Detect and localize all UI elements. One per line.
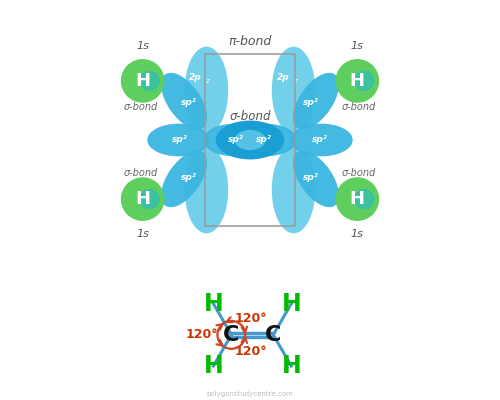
Text: 1s: 1s xyxy=(351,41,364,51)
Text: H: H xyxy=(350,190,365,208)
Circle shape xyxy=(122,60,164,102)
Ellipse shape xyxy=(272,47,316,134)
Text: sp²: sp² xyxy=(182,173,198,182)
Ellipse shape xyxy=(148,124,210,156)
Circle shape xyxy=(122,178,164,220)
Ellipse shape xyxy=(293,150,339,207)
Text: sp²: sp² xyxy=(182,98,198,107)
Text: H: H xyxy=(204,354,223,378)
Text: 120°: 120° xyxy=(234,345,267,358)
Text: σ-bond: σ-bond xyxy=(124,168,158,178)
Text: σ-bond: σ-bond xyxy=(342,168,376,178)
Ellipse shape xyxy=(184,146,228,233)
Text: z: z xyxy=(292,78,296,84)
Text: 1s: 1s xyxy=(136,229,149,239)
Text: H: H xyxy=(282,354,301,378)
Text: polygonstudycentre.com: polygonstudycentre.com xyxy=(206,390,294,396)
Circle shape xyxy=(140,190,159,209)
Text: 120°: 120° xyxy=(234,312,267,324)
Text: H: H xyxy=(204,292,223,316)
Text: sp²: sp² xyxy=(256,136,272,144)
Text: 2p: 2p xyxy=(276,73,289,82)
Ellipse shape xyxy=(184,47,228,134)
Circle shape xyxy=(140,71,159,90)
Text: 120°: 120° xyxy=(186,328,218,341)
Text: H: H xyxy=(282,292,301,316)
Ellipse shape xyxy=(272,146,316,233)
Ellipse shape xyxy=(161,73,207,130)
Ellipse shape xyxy=(234,130,266,150)
Text: 1s: 1s xyxy=(351,229,364,239)
Text: H: H xyxy=(135,190,150,208)
Text: sp²: sp² xyxy=(312,136,328,144)
Text: 2p: 2p xyxy=(190,73,202,82)
Text: H: H xyxy=(350,72,365,90)
Text: z: z xyxy=(206,78,209,84)
Circle shape xyxy=(354,190,374,209)
Text: 1s: 1s xyxy=(136,41,149,51)
Circle shape xyxy=(354,71,374,90)
Text: H: H xyxy=(135,72,150,90)
Text: C: C xyxy=(223,325,240,345)
Text: C: C xyxy=(265,325,281,345)
Ellipse shape xyxy=(216,120,284,160)
Text: sp²: sp² xyxy=(172,136,188,144)
Ellipse shape xyxy=(161,150,207,207)
Ellipse shape xyxy=(234,124,296,156)
Circle shape xyxy=(336,178,378,220)
Text: σ-bond: σ-bond xyxy=(229,110,271,123)
Text: sp²: sp² xyxy=(302,98,318,107)
Text: σ-bond: σ-bond xyxy=(124,102,158,112)
Ellipse shape xyxy=(204,124,266,156)
Text: sp²: sp² xyxy=(228,136,244,144)
Ellipse shape xyxy=(290,124,352,156)
Ellipse shape xyxy=(293,73,339,130)
Text: π-bond: π-bond xyxy=(228,35,272,48)
Circle shape xyxy=(336,60,378,102)
Text: σ-bond: σ-bond xyxy=(342,102,376,112)
Text: sp²: sp² xyxy=(302,173,318,182)
